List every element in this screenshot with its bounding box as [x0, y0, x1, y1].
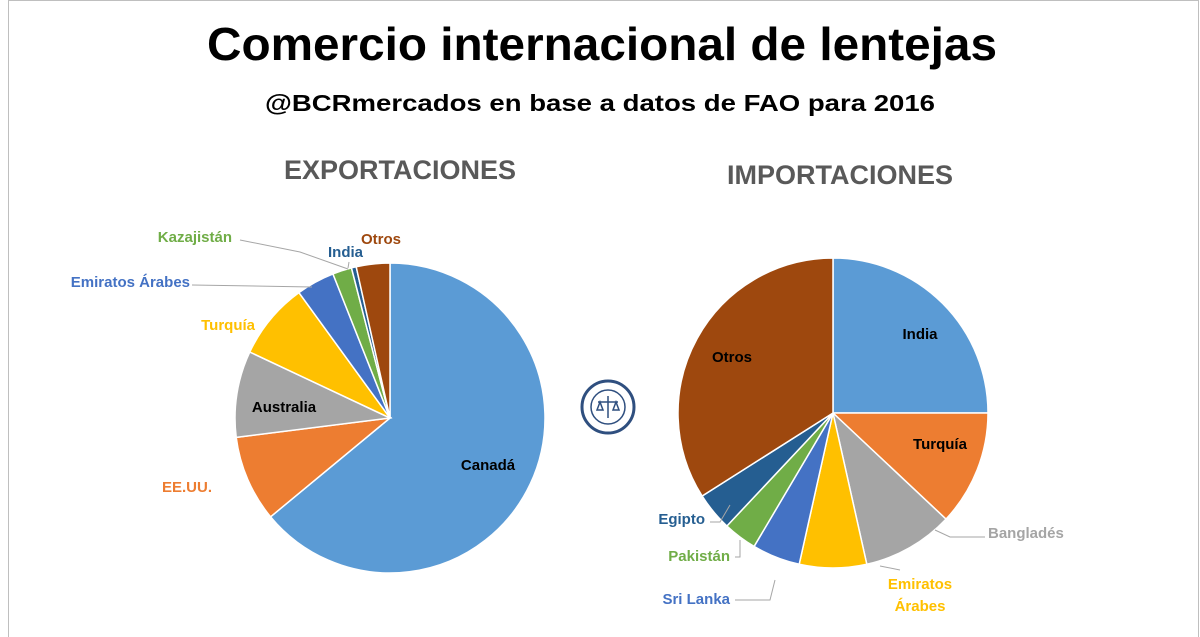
pie-slice [831, 410, 948, 566]
leader-line [735, 579, 776, 601]
leader-line [191, 284, 313, 288]
chart-title: EXPORTACIONES [284, 155, 516, 185]
page-title: Comercio internacional de lentejas [207, 18, 997, 70]
leader-line [347, 261, 350, 269]
slice-label: Pakistán [668, 548, 730, 565]
slice-label: Turquía [201, 317, 256, 334]
pie-slice [831, 412, 989, 521]
slice-label: Kazajistán [158, 229, 232, 246]
slice-label: Otros [361, 231, 401, 248]
slice-label: India [328, 244, 364, 261]
slice-label: Egipto [658, 511, 705, 528]
chart-title: IMPORTACIONES [727, 160, 953, 190]
pie-slice [235, 416, 393, 518]
slice-label: Australia [252, 399, 317, 416]
pie-slice [234, 351, 393, 439]
leader-line [934, 529, 985, 538]
logo [580, 379, 636, 435]
pie-slice [269, 262, 546, 574]
pie-slice [832, 257, 989, 414]
slice-label: India [902, 326, 938, 343]
slice-label: Emiratos Árabes [888, 576, 952, 615]
slice-label: Sri Lanka [662, 591, 730, 608]
pie-slice [355, 262, 391, 419]
leader-line [239, 239, 349, 270]
slice-label: Bangladés [988, 525, 1064, 542]
slice-label: EE.UU. [162, 479, 212, 496]
frame [8, 0, 1199, 637]
leader-line [735, 540, 741, 558]
slice-label: Otros [712, 349, 752, 366]
slice-label: Turquía [913, 436, 968, 453]
leader-line [879, 565, 901, 571]
page-subtitle: @BCRmercados en base a datos de FAO para… [265, 90, 935, 116]
slice-label: Emiratos Árabes [71, 274, 190, 291]
leader-line [710, 504, 731, 523]
slice-label: Canadá [461, 457, 516, 474]
pie-slice [677, 257, 834, 498]
